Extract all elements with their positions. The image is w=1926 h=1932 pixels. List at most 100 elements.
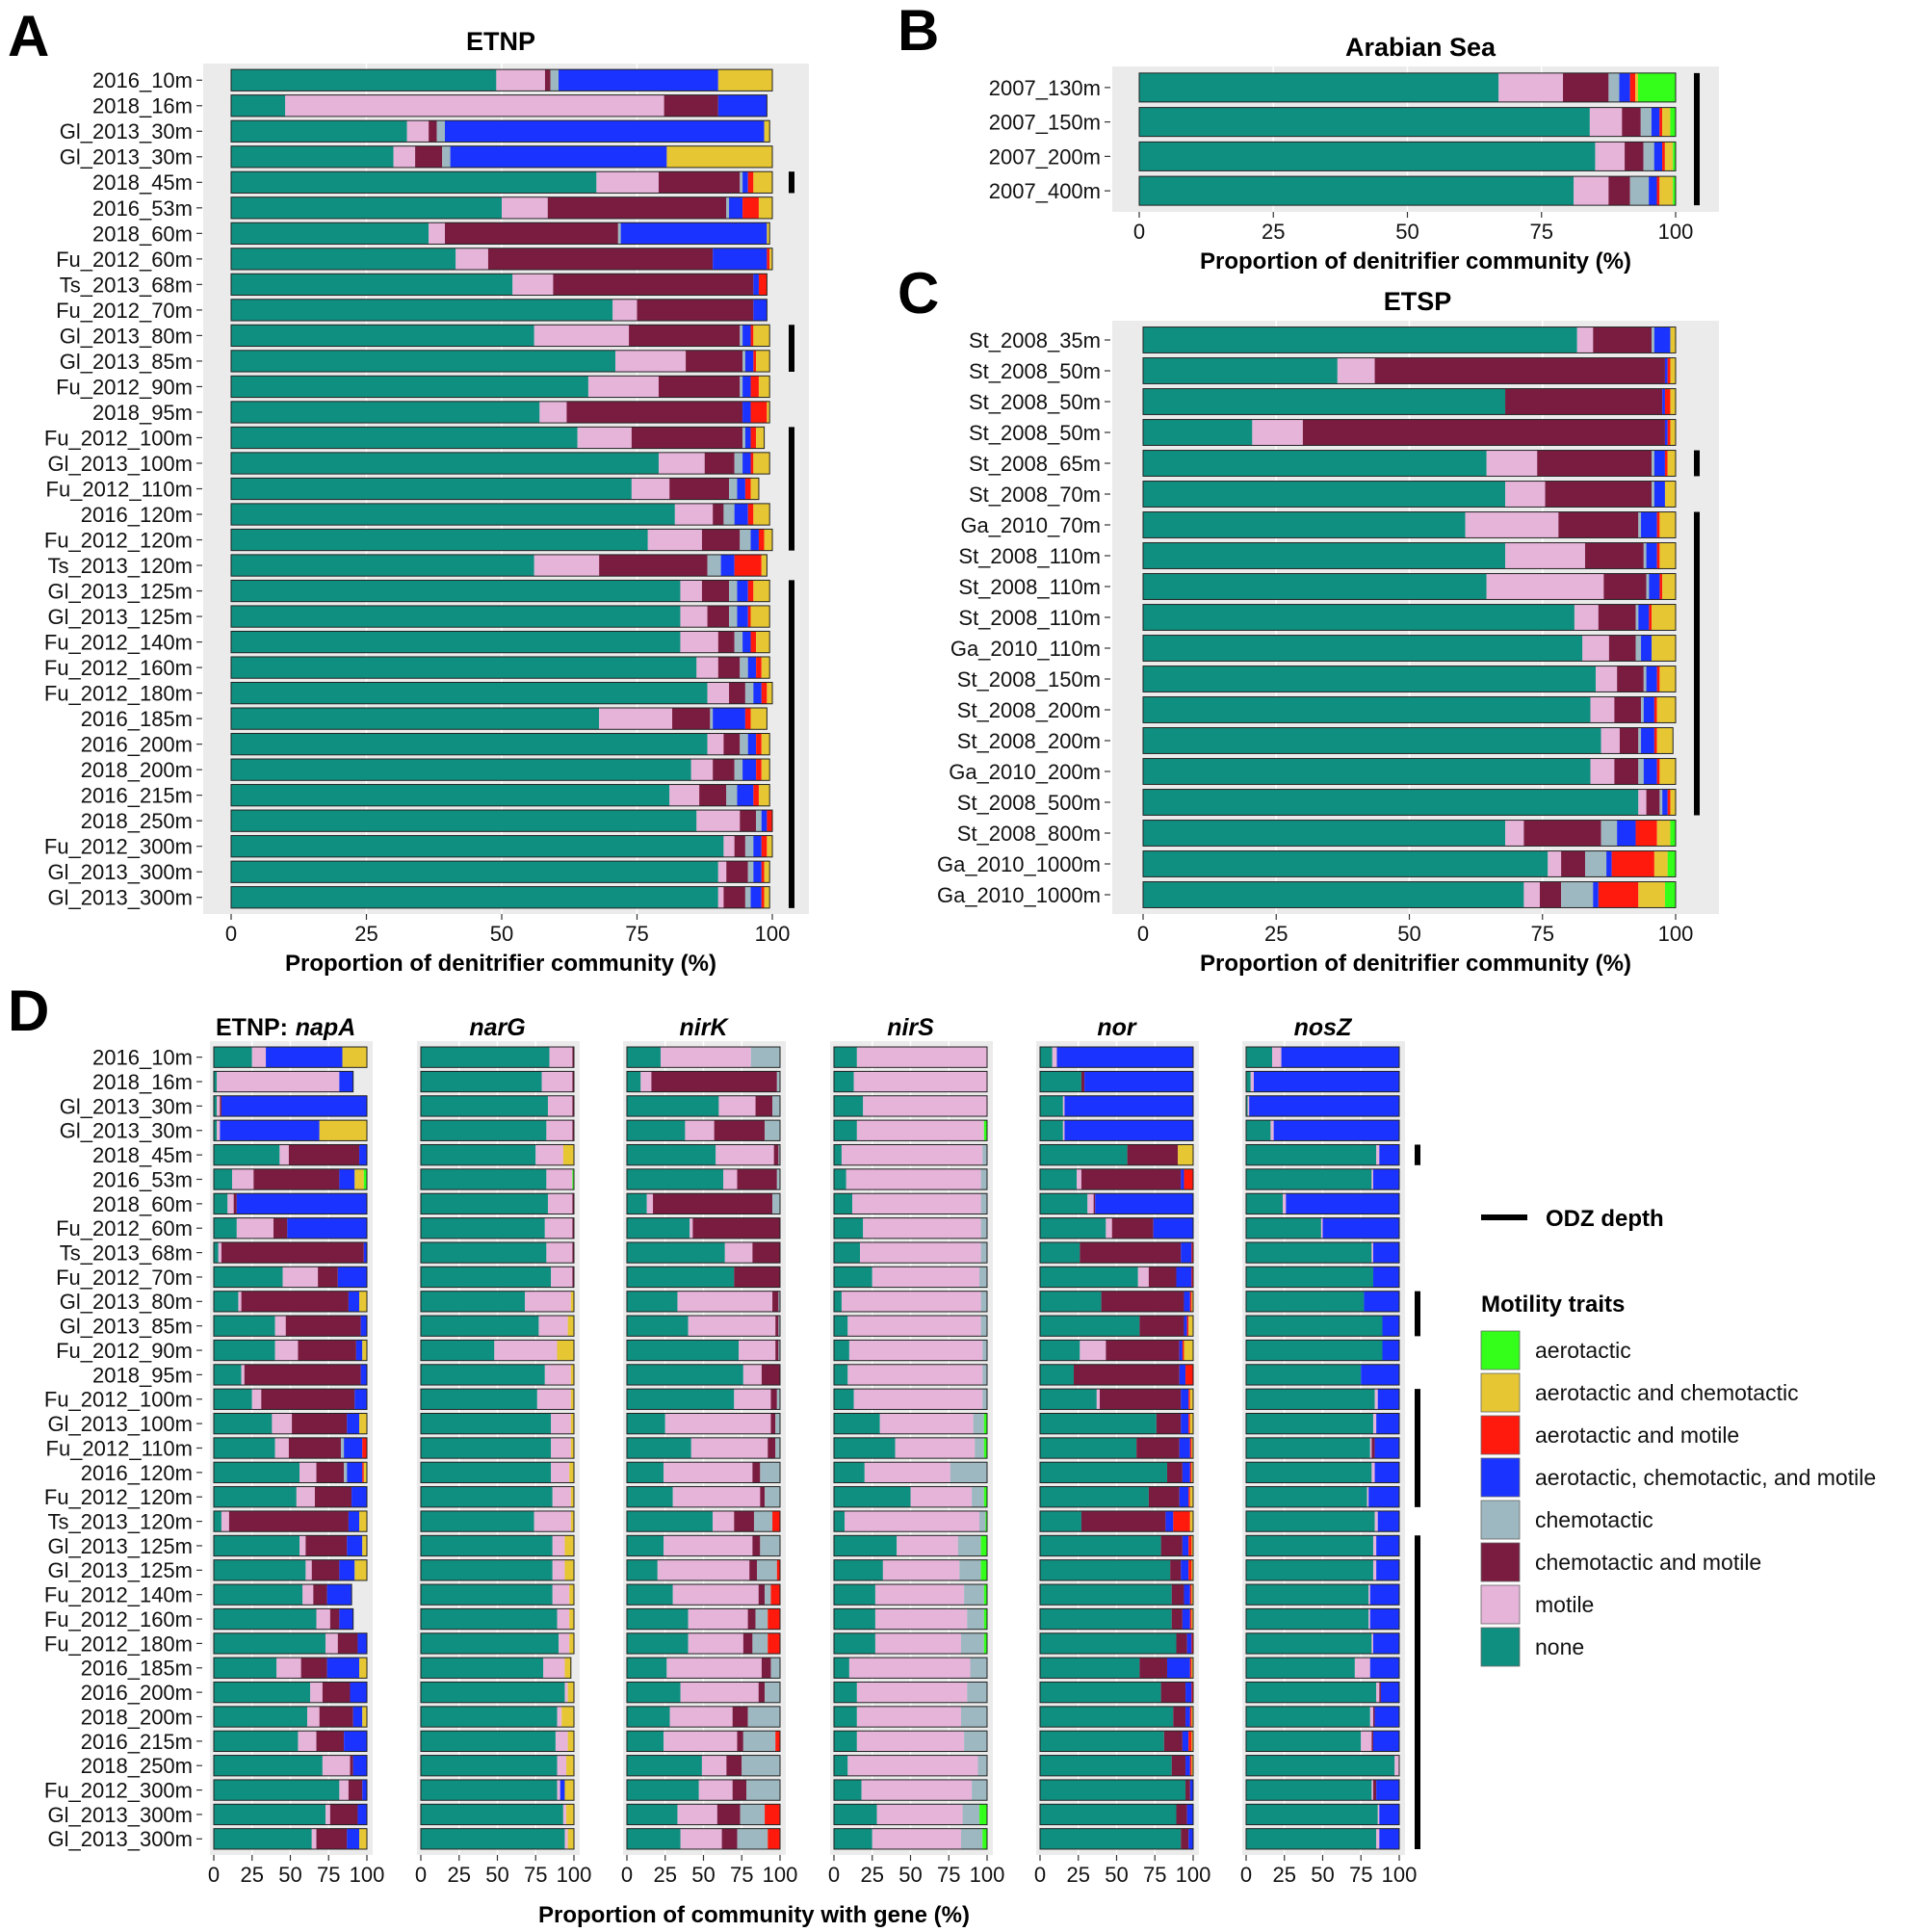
- panel-d-narG-bar-none: [421, 1144, 536, 1165]
- panel-d-nor-bar-none: [1040, 1120, 1063, 1141]
- panel-d-nor-bar-aerotactic-and-chemotactic: [1191, 1535, 1193, 1556]
- panel-d-narG-bar-outline: [420, 1070, 575, 1093]
- panel-c-category-label: St_2008_500m: [957, 791, 1101, 815]
- panel-d-nosZ-bar-outline: [1245, 1095, 1400, 1117]
- panel-c-bar-outline: [1142, 573, 1677, 600]
- panel-a-bar-aerotactic-and-motile: [767, 248, 770, 270]
- panel-d-nirK-bar-none: [627, 1486, 673, 1507]
- panel-a-bar-chemotactic-and-motile: [631, 427, 743, 449]
- panel-d-nosZ-bar-aerotactic-chemotactic-and-motile: [1361, 1364, 1399, 1386]
- panel-a-bar-aerotactic-and-motile: [761, 682, 768, 704]
- panel-a-category-label: Ts_2013_120m: [48, 554, 193, 578]
- panel-d-nor-bar-chemotactic-and-motile: [1166, 1462, 1183, 1483]
- panel-d-nosZ-bar-motile: [1371, 1632, 1373, 1655]
- panel-d-nosZ-bar-outline: [1245, 1143, 1400, 1166]
- panel-b-title: Arabian Sea: [1345, 33, 1497, 62]
- panel-d-narG-bar-motile: [551, 1437, 571, 1459]
- panel-c-bar-outline: [1142, 450, 1677, 477]
- panel-d-nosZ-bar-none: [1246, 1437, 1370, 1459]
- panel-c-bar-aerotactic-and-motile: [1664, 388, 1671, 415]
- panel-d-narG-bar-motile: [557, 1755, 567, 1776]
- panel-c-bar-outline: [1142, 727, 1674, 754]
- panel-d-nosZ-bar-aerotactic-chemotactic-and-motile: [1249, 1095, 1399, 1117]
- panel-d-nosZ-bar-outline: [1245, 1803, 1400, 1826]
- panel-a-bar-aerotactic-chemotactic-and-motile: [742, 759, 757, 781]
- panel-d-narG-bar-motile: [543, 1658, 565, 1679]
- panel-d-napA-category-label: 2018_250m: [81, 1754, 193, 1778]
- panel-c-bar-outline: [1142, 666, 1677, 692]
- panel-d-narG-bar-none: [421, 1584, 553, 1606]
- panel-c-bar-chemotactic: [1643, 666, 1647, 692]
- panel-d-napA-bar-aerotactic-and-chemotactic: [362, 1706, 367, 1728]
- panel-a-bar-aerotactic-chemotactic-and-motile: [750, 529, 759, 551]
- panel-d-nor-bar-aerotactic-chemotactic-and-motile: [1185, 1706, 1190, 1728]
- panel-d-nosZ-bar-outline: [1245, 1315, 1400, 1337]
- panel-d-narG-bar-none: [421, 1095, 548, 1117]
- panel-d-nirS-bar-none: [834, 1266, 872, 1288]
- panel-a-bar-motile: [612, 299, 638, 322]
- panel-d-narG-bar-motile: [551, 1462, 570, 1483]
- panel-d-nirK-bar-motile: [698, 1779, 733, 1801]
- panel-d-narG-bar-none: [421, 1071, 542, 1092]
- panel-d-nirS-bar-none: [834, 1658, 849, 1679]
- panel-d-napA-bar-outline: [213, 1632, 368, 1655]
- panel-d-nirK-bar-chemotactic: [778, 1291, 780, 1312]
- panel-d-nor-bar-aerotactic-chemotactic-and-motile: [1179, 1486, 1189, 1507]
- panel-a-bar-aerotactic-and-chemotactic: [764, 861, 770, 883]
- panel-a-bar-outline: [230, 503, 770, 526]
- panel-a-bar-outline: [230, 401, 770, 424]
- panel-c-bar-chemotactic: [1638, 727, 1642, 754]
- panel-d-x-axis-label: Proportion of community with gene (%): [538, 1902, 970, 1928]
- panel-d-nirS-bar-motile: [872, 1266, 980, 1288]
- panel-d-nirS-bar-motile: [879, 1413, 974, 1434]
- panel-a-bar-outline: [230, 784, 770, 807]
- panel-a-bar-motile: [587, 376, 659, 398]
- panel-d-nirK-bar-motile: [672, 1486, 761, 1507]
- panel-d-nor-bar-none: [1040, 1755, 1172, 1776]
- panel-d-nosZ-bar-aerotactic-chemotactic-and-motile: [1372, 1168, 1399, 1190]
- panel-d-napA-bar-aerotactic-chemotactic-and-motile: [339, 1168, 355, 1190]
- panel-c-bar-none: [1143, 789, 1639, 816]
- panel-d-napA-bar-motile: [274, 1316, 286, 1337]
- panel-c-bar-aerotactic-and-motile: [1667, 419, 1671, 446]
- panel-a-bar-aerotactic-chemotactic-and-motile: [734, 503, 748, 526]
- panel-c-bar-chemotactic: [1659, 789, 1663, 816]
- panel-d-napA-bar-motile: [272, 1413, 293, 1434]
- panel-d-napA-category-label: 2016_215m: [81, 1730, 193, 1754]
- panel-c-bar-motile: [1638, 789, 1647, 816]
- panel-d-nor-bar-outline: [1039, 1143, 1194, 1166]
- panel-d-nirS-bar-motile: [853, 1071, 987, 1092]
- panel-d-narG-bar-motile: [555, 1731, 568, 1752]
- panel-d-nirK-bar-none: [627, 1340, 740, 1361]
- panel-d-nirS-bar-none: [834, 1413, 880, 1434]
- panel-a-bar-motile: [680, 631, 718, 653]
- panel-d-nirS-bar-motile: [856, 1731, 965, 1752]
- panel-d-narG-x-tick-label: 0: [415, 1863, 427, 1887]
- panel-d-nosZ-bar-aerotactic-chemotactic-and-motile: [1379, 1804, 1399, 1825]
- panel-d-nirK-bar-chemotactic-and-motile: [772, 1291, 779, 1312]
- panel-d-nor-bar-outline: [1039, 1559, 1194, 1581]
- panel-d-nirS-bar-outline: [833, 1266, 988, 1289]
- panel-d-napA-bar-none: [214, 1316, 275, 1337]
- panel-d-nirS-bar-chemotactic: [962, 1804, 980, 1825]
- panel-d-nirS-bar-none: [834, 1071, 854, 1092]
- panel-d-nirS-bar-motile: [856, 1120, 984, 1141]
- panel-a-bar-aerotactic-and-motile: [750, 325, 754, 347]
- panel-c-bar-chemotactic-and-motile: [1593, 326, 1653, 353]
- panel-d-nirK-bar-outline: [626, 1461, 781, 1484]
- panel-c-bar-outline: [1142, 758, 1677, 785]
- panel-d-nirK-bar-none: [627, 1413, 665, 1434]
- panel-a-bar-aerotactic-and-motile: [750, 376, 759, 398]
- odz-depth-legend-label: ODZ depth: [1546, 1206, 1664, 1232]
- panel-d-narG-bar-outline: [420, 1388, 575, 1410]
- panel-d-nirS-bar-chemotactic: [982, 1340, 987, 1361]
- panel-b-bar-aerotactic: [1670, 107, 1676, 137]
- panel-b-category-label: 2007_400m: [989, 179, 1101, 203]
- panel-d-nor-bar-aerotactic-chemotactic-and-motile: [1182, 1462, 1190, 1483]
- panel-d-nirK-bar-motile: [713, 1510, 735, 1532]
- panel-d-nirK-bar-none: [627, 1291, 678, 1312]
- panel-d-nirS-bar-aerotactic: [983, 1632, 987, 1655]
- panel-a-bar-motile: [496, 69, 545, 91]
